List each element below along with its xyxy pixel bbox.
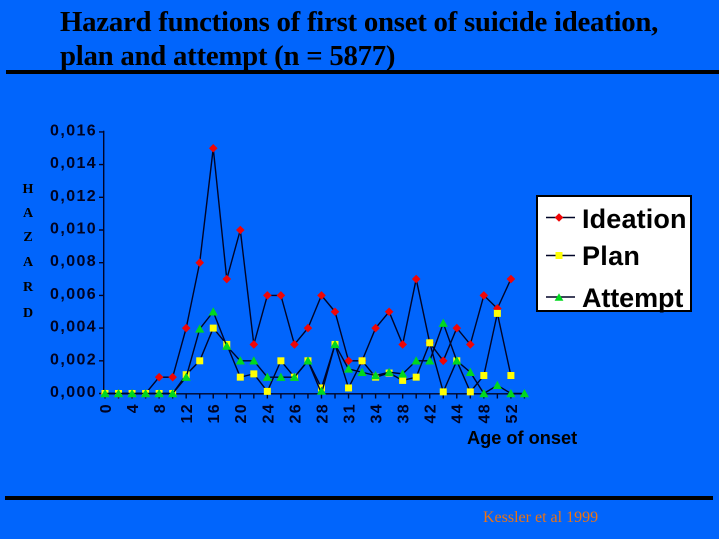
svg-text:0,006: 0,006 [50,286,97,303]
svg-text:52: 52 [504,403,521,424]
svg-text:0,016: 0,016 [50,122,97,139]
svg-text:4: 4 [125,403,142,413]
svg-text:0,012: 0,012 [50,188,97,205]
svg-text:16: 16 [206,403,223,424]
svg-text:0,010: 0,010 [50,221,97,238]
svg-text:0,014: 0,014 [50,155,97,172]
svg-text:34: 34 [369,403,386,424]
svg-text:31: 31 [341,403,358,424]
svg-text:44: 44 [450,403,467,424]
svg-text:20: 20 [233,403,250,424]
svg-text:8: 8 [152,403,169,413]
svg-text:0,000: 0,000 [50,384,97,401]
svg-text:48: 48 [477,403,494,424]
svg-text:24: 24 [260,403,277,424]
svg-text:0,004: 0,004 [50,319,97,336]
svg-text:42: 42 [423,403,440,424]
svg-text:26: 26 [287,403,304,424]
svg-text:38: 38 [396,403,413,424]
svg-text:0,008: 0,008 [50,253,97,270]
svg-text:12: 12 [179,403,196,424]
svg-text:28: 28 [314,403,331,424]
svg-text:0,002: 0,002 [50,351,97,368]
svg-text:0: 0 [98,403,115,413]
